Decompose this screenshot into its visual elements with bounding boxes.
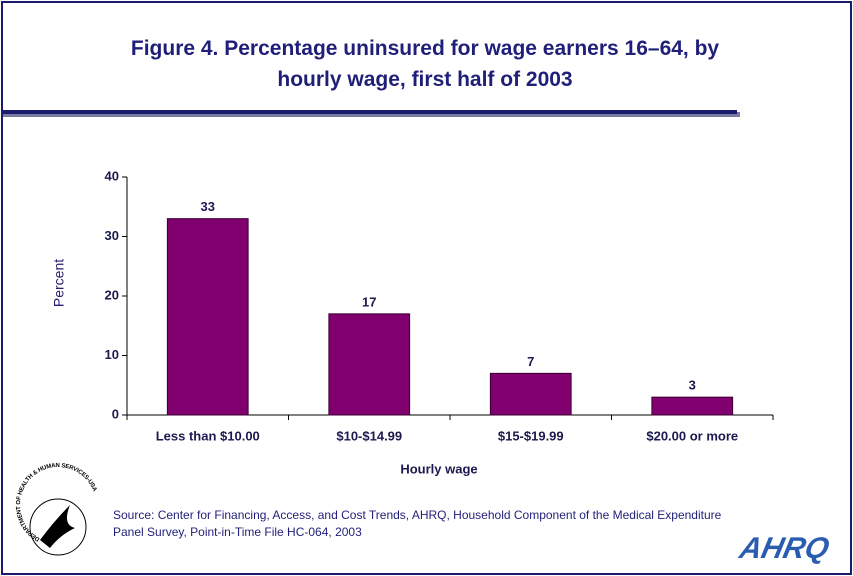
bar xyxy=(651,396,734,416)
x-tick-label: $20.00 or more xyxy=(646,428,738,443)
y-axis-title: Percent xyxy=(51,259,67,307)
x-axis-title: Hourly wage xyxy=(400,461,477,476)
x-tick-label: $10-$14.99 xyxy=(336,428,402,443)
seal: DEPARTMENT OF HEALTH & HUMAN SERVICES-US… xyxy=(16,463,98,556)
chart-title: Figure 4. Percentage uninsured for wage … xyxy=(130,37,720,91)
bar xyxy=(489,372,572,416)
source-note: Source: Center for Financing, Access, an… xyxy=(113,508,722,539)
y-tick-label: 30 xyxy=(105,228,119,243)
y-tick-label: 40 xyxy=(105,168,119,183)
value-label: 3 xyxy=(689,378,696,393)
seal-ring xyxy=(29,498,87,556)
title-rule xyxy=(3,110,737,114)
y-tick-label: 20 xyxy=(105,287,119,302)
y-tick-label: 10 xyxy=(105,347,119,362)
seal-figure xyxy=(40,505,75,548)
agency-logo: AHRQ xyxy=(736,532,833,565)
value-label: 7 xyxy=(527,354,534,369)
x-tick-label: Less than $10.00 xyxy=(156,428,260,443)
bar xyxy=(166,218,249,416)
bar xyxy=(328,313,411,416)
y-tick-label: 0 xyxy=(112,406,119,421)
value-label: 17 xyxy=(362,294,376,309)
rule-shadow xyxy=(3,112,740,117)
value-label: 33 xyxy=(201,199,215,214)
x-tick-label: $15-$19.99 xyxy=(498,428,564,443)
